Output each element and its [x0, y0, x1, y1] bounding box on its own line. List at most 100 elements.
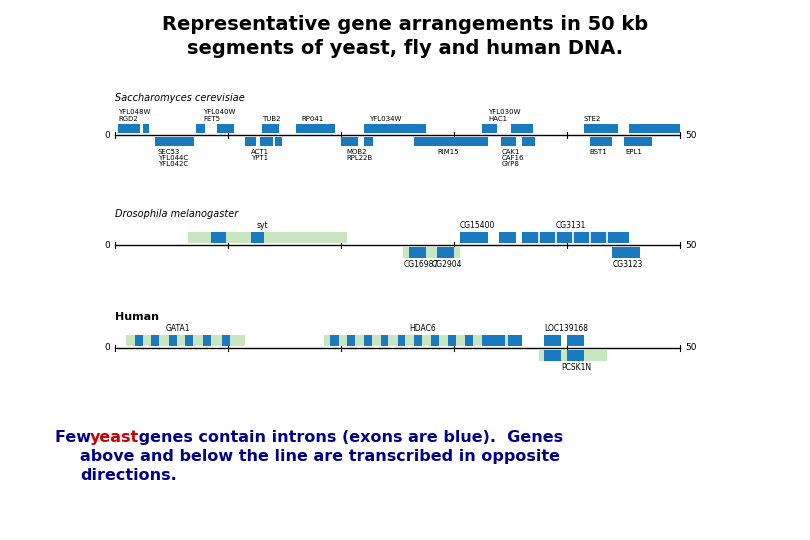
Bar	[275, 137, 282, 146]
Bar	[341, 137, 358, 146]
Text: 0: 0	[104, 131, 110, 139]
Text: CG16987: CG16987	[403, 260, 438, 269]
Text: GYP8: GYP8	[501, 161, 519, 167]
Text: syt: syt	[256, 221, 268, 230]
Text: RPL22B: RPL22B	[347, 155, 373, 161]
Bar	[217, 124, 233, 133]
Bar	[612, 247, 641, 258]
Bar	[118, 124, 140, 133]
Text: CG3131: CG3131	[556, 221, 586, 230]
Text: SEC53: SEC53	[158, 149, 181, 155]
Text: YFL040W: YFL040W	[203, 109, 236, 115]
Bar	[296, 124, 335, 133]
Bar	[567, 335, 584, 346]
Text: Drosophila melanogaster: Drosophila melanogaster	[115, 209, 238, 219]
Bar	[143, 124, 149, 133]
Text: above and below the line are transcribed in opposite: above and below the line are transcribed…	[80, 449, 560, 464]
Text: LOC139168: LOC139168	[544, 324, 588, 333]
Bar	[196, 124, 206, 133]
Bar	[584, 124, 618, 133]
Bar	[347, 335, 355, 346]
Bar	[437, 247, 454, 258]
Text: FET5: FET5	[203, 116, 220, 122]
Bar	[403, 247, 459, 258]
Bar	[364, 137, 373, 146]
Bar	[245, 137, 256, 146]
Text: yeast: yeast	[90, 430, 139, 445]
Bar	[330, 335, 339, 346]
Bar	[262, 124, 279, 133]
Bar	[415, 137, 488, 146]
Bar	[449, 335, 456, 346]
Text: 0: 0	[104, 343, 110, 353]
Text: genes contain introns (exons are blue).  Genes: genes contain introns (exons are blue). …	[133, 430, 563, 445]
Bar	[324, 335, 522, 346]
Text: CG15400: CG15400	[459, 221, 495, 230]
Bar	[163, 137, 166, 146]
Bar	[544, 335, 561, 346]
Bar	[381, 335, 389, 346]
Text: 0: 0	[104, 240, 110, 249]
Text: CAK1: CAK1	[501, 149, 520, 155]
Text: RP041: RP041	[301, 116, 324, 122]
Text: Few: Few	[55, 430, 96, 445]
Bar	[364, 124, 426, 133]
Bar	[482, 124, 497, 133]
Bar	[432, 335, 439, 346]
Bar	[415, 335, 422, 346]
Text: EPL1: EPL1	[626, 149, 642, 155]
Text: RIM15: RIM15	[437, 149, 458, 155]
Text: YFL048W: YFL048W	[118, 109, 151, 115]
Text: CG2904: CG2904	[432, 260, 462, 269]
Bar	[624, 137, 652, 146]
Bar	[508, 335, 522, 346]
Bar	[629, 124, 680, 133]
Text: 50: 50	[685, 240, 697, 249]
Text: RGD2: RGD2	[118, 116, 139, 122]
Bar	[522, 232, 629, 243]
Bar	[185, 335, 193, 346]
Bar	[398, 335, 406, 346]
Bar	[459, 232, 488, 243]
Bar	[260, 137, 273, 146]
Bar	[409, 247, 426, 258]
Bar	[151, 335, 159, 346]
Text: YFL034W: YFL034W	[369, 116, 402, 122]
Bar	[482, 335, 505, 346]
Text: YFL042C: YFL042C	[158, 161, 188, 167]
Bar	[172, 137, 175, 146]
Bar	[364, 335, 372, 346]
Bar	[223, 335, 230, 346]
Text: Human: Human	[115, 312, 159, 322]
Bar	[590, 137, 612, 146]
Bar	[465, 335, 473, 346]
Bar	[155, 137, 194, 146]
Text: HDAC6: HDAC6	[409, 324, 436, 333]
Bar	[544, 350, 561, 361]
Bar	[203, 335, 211, 346]
Text: ACT1: ACT1	[250, 149, 269, 155]
Bar	[499, 232, 516, 243]
Text: STE2: STE2	[584, 116, 601, 122]
Text: 50: 50	[685, 131, 697, 139]
Bar	[189, 232, 347, 243]
Text: BST1: BST1	[590, 149, 608, 155]
Text: directions.: directions.	[80, 468, 177, 483]
Bar	[510, 124, 533, 133]
Text: TUB2: TUB2	[262, 116, 280, 122]
Bar	[169, 335, 177, 346]
Text: YPT1: YPT1	[250, 155, 268, 161]
Bar	[522, 137, 535, 146]
Bar	[211, 232, 226, 243]
Text: MOB2: MOB2	[347, 149, 367, 155]
Text: HAC1: HAC1	[488, 116, 507, 122]
Text: YFL044C: YFL044C	[158, 155, 188, 161]
Bar	[567, 350, 584, 361]
Bar	[126, 335, 245, 346]
Text: GATA1: GATA1	[166, 324, 190, 333]
Bar	[250, 232, 264, 243]
Text: Saccharomyces cerevisiae: Saccharomyces cerevisiae	[115, 93, 245, 103]
Text: PCSK1N: PCSK1N	[561, 363, 591, 372]
Text: YFL030W: YFL030W	[488, 109, 520, 115]
Text: Representative gene arrangements in 50 kb
segments of yeast, fly and human DNA.: Representative gene arrangements in 50 k…	[162, 15, 648, 57]
